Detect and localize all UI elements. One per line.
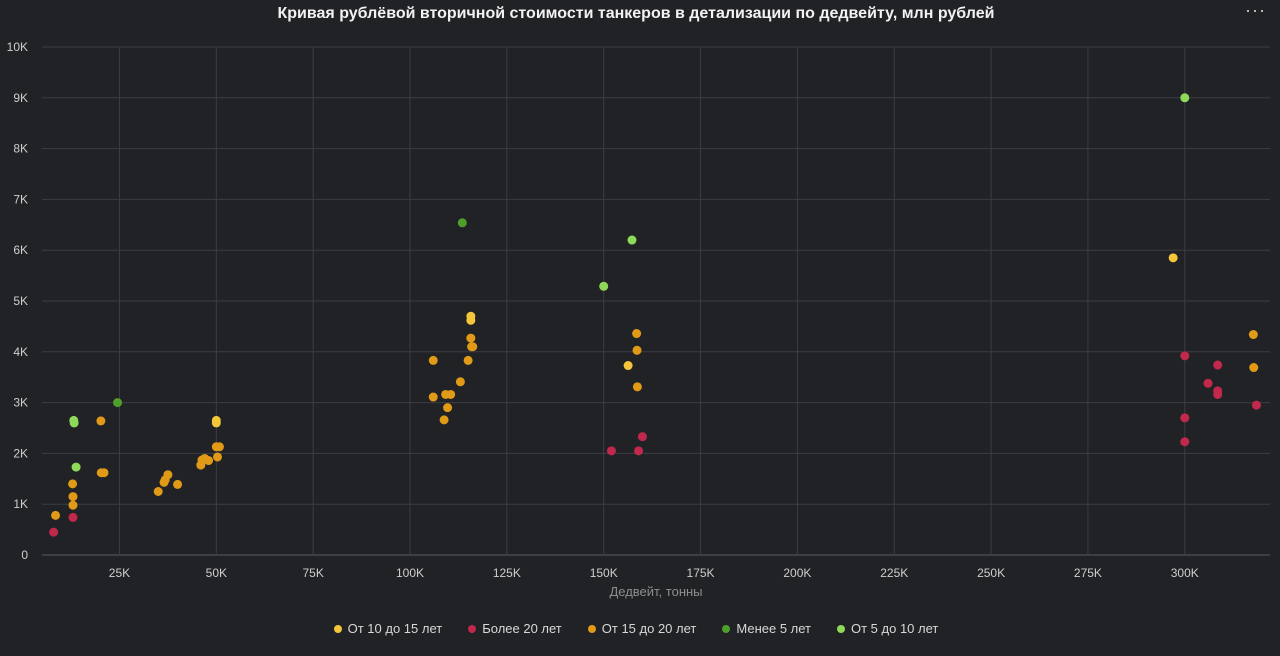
y-tick-label: 3K (13, 396, 28, 410)
data-point[interactable] (466, 333, 476, 343)
legend-marker (722, 624, 731, 633)
legend-marker (468, 624, 477, 633)
x-tick-label: 100K (396, 566, 424, 580)
y-tick-label: 6K (13, 243, 28, 257)
x-tick-label: 175K (687, 566, 715, 580)
data-point[interactable] (637, 432, 647, 442)
data-point[interactable] (632, 345, 642, 355)
data-point[interactable] (1249, 363, 1259, 373)
x-axis-ticks: 25K 50K 75K 100K 125K 150K 175K 200K 225K 250K 275… (109, 566, 1199, 580)
x-tick-label: 50K (206, 566, 227, 580)
scatter-chart: 25K 50K 75K 100K 125K 150K 175K 200K 225K 250K 275… (7, 40, 1270, 599)
data-point[interactable] (443, 403, 453, 413)
x-tick-label: 75K (302, 566, 323, 580)
data-point[interactable] (68, 479, 78, 489)
legend-label: Менее 5 лет (736, 621, 811, 636)
data-point[interactable] (212, 452, 222, 462)
y-tick-label: 10K (7, 40, 28, 54)
data-points (49, 93, 1261, 537)
data-point[interactable] (1251, 400, 1261, 410)
data-point[interactable] (99, 468, 109, 478)
legend-label: От 15 до 20 лет (601, 621, 697, 636)
y-tick-label: 9K (13, 91, 28, 105)
y-tick-label: 7K (13, 192, 28, 206)
chart-title: Кривая рублёвой вторичной стоимости танк… (277, 5, 995, 22)
y-tick-label: 0 (21, 548, 28, 562)
data-point[interactable] (173, 479, 183, 489)
data-point[interactable] (428, 355, 438, 365)
data-point[interactable] (1248, 330, 1258, 340)
data-point[interactable] (68, 492, 78, 502)
data-point[interactable] (96, 416, 106, 426)
data-point[interactable] (71, 462, 81, 472)
legend-marker (837, 624, 845, 633)
x-tick-label: 150K (590, 566, 618, 580)
legend-item[interactable]: Более 20 лет (468, 621, 562, 636)
data-point[interactable] (51, 510, 61, 520)
x-tick-label: 25K (109, 566, 130, 580)
legend-item[interactable]: От 5 до 10 лет (837, 621, 938, 636)
data-point[interactable] (1180, 351, 1190, 361)
data-point[interactable] (468, 342, 478, 352)
data-point[interactable] (68, 512, 78, 522)
data-point[interactable] (466, 315, 476, 325)
data-point[interactable] (1180, 413, 1190, 423)
data-point[interactable] (163, 470, 173, 480)
legend-label: Более 20 лет (482, 621, 562, 636)
data-point[interactable] (1180, 93, 1190, 103)
data-point[interactable] (211, 418, 221, 428)
chart-legend: От 10 до 15 лет Более 20 лет От 15 до 20 л… (0, 621, 1272, 636)
x-tick-label: 250K (977, 566, 1005, 580)
data-point[interactable] (1203, 378, 1213, 388)
data-point[interactable] (446, 389, 456, 399)
legend-marker (333, 624, 342, 633)
data-point[interactable] (214, 442, 224, 452)
data-point[interactable] (1213, 360, 1223, 370)
x-tick-label: 275K (1074, 566, 1102, 580)
data-point[interactable] (204, 456, 214, 466)
y-tick-label: 4K (13, 345, 28, 359)
data-point[interactable] (632, 382, 642, 392)
data-point[interactable] (1180, 437, 1190, 447)
legend-item[interactable]: От 10 до 15 лет (333, 621, 443, 636)
x-tick-label: 225K (880, 566, 908, 580)
y-tick-label: 8K (13, 142, 28, 156)
data-point[interactable] (457, 218, 467, 228)
y-tick-label: 5K (13, 294, 28, 308)
data-point[interactable] (606, 446, 616, 456)
y-axis-ticks: 0 1K 2K 3K 4K 5K 6K 7K 8K 9K 10K (7, 40, 29, 562)
x-tick-label: 125K (493, 566, 521, 580)
grid-lines (42, 46, 1270, 556)
data-point[interactable] (153, 487, 163, 496)
legend-item[interactable]: От 15 до 20 лет (587, 621, 697, 636)
data-point[interactable] (113, 398, 123, 408)
legend-label: От 10 до 15 лет (347, 621, 443, 636)
x-axis-label: Дедвейт, тонны (609, 584, 702, 599)
data-point[interactable] (428, 392, 438, 402)
legend-item[interactable]: Менее 5 лет (722, 621, 811, 636)
x-tick-label: 300K (1171, 566, 1199, 580)
data-point[interactable] (1213, 389, 1223, 399)
legend-marker (587, 624, 596, 633)
data-point[interactable] (68, 500, 78, 510)
data-point[interactable] (463, 355, 473, 365)
data-point[interactable] (49, 527, 59, 537)
y-tick-label: 2K (13, 446, 28, 460)
data-point[interactable] (599, 281, 609, 291)
data-point[interactable] (455, 377, 465, 387)
data-point[interactable] (1168, 253, 1178, 263)
data-point[interactable] (439, 415, 449, 425)
data-point[interactable] (632, 329, 642, 339)
y-tick-label: 1K (13, 497, 28, 511)
more-options-icon[interactable]: ··· (1245, 0, 1266, 20)
data-point[interactable] (634, 446, 644, 456)
x-tick-label: 200K (783, 566, 811, 580)
data-point[interactable] (623, 361, 633, 371)
data-point[interactable] (69, 418, 79, 428)
legend-label: От 5 до 10 лет (851, 621, 939, 636)
data-point[interactable] (627, 235, 637, 245)
